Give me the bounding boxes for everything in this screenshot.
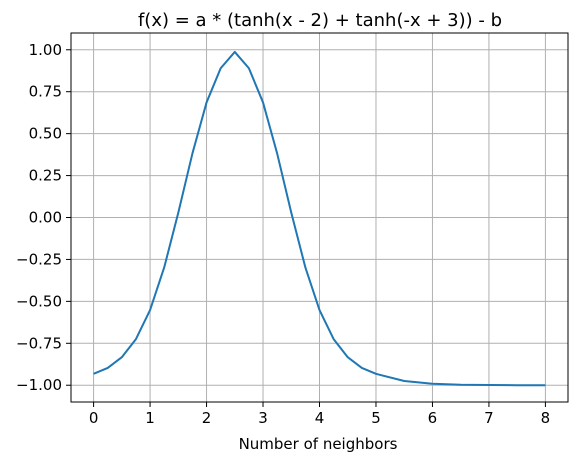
- x-axis-label: Number of neighbors: [239, 435, 398, 453]
- y-tick-label-5: 0.25: [29, 167, 62, 185]
- x-tick-label-2: 2: [202, 409, 212, 427]
- x-tick-label-0: 0: [89, 409, 99, 427]
- x-ticks: 0 1 2 3 4 5 6 7 8: [89, 402, 550, 427]
- y-tick-label-1: −0.75: [16, 334, 62, 352]
- x-tick-label-8: 8: [541, 409, 551, 427]
- y-tick-label-0: −1.00: [16, 376, 62, 394]
- x-tick-label-4: 4: [315, 409, 325, 427]
- x-tick-label-7: 7: [484, 409, 494, 427]
- y-tick-label-8: 1.00: [29, 41, 62, 59]
- chart-title: f(x) = a * (tanh(x - 2) + tanh(-x + 3)) …: [138, 10, 502, 31]
- x-tick-label-5: 5: [371, 409, 381, 427]
- x-tick-label-3: 3: [258, 409, 268, 427]
- series: [93, 50, 546, 387]
- y-tick-label-4: 0.00: [29, 209, 62, 227]
- x-tick-label-6: 6: [428, 409, 438, 427]
- x-tick-label-1: 1: [145, 409, 155, 427]
- series-line-0: [93, 50, 546, 387]
- y-ticks: −1.00 −0.75 −0.50 −0.25 0.00 0.25 0.50 0.75 1.00: [16, 41, 71, 394]
- grid: [71, 33, 568, 402]
- y-tick-label-3: −0.25: [16, 250, 62, 268]
- y-tick-label-2: −0.50: [16, 292, 62, 310]
- y-tick-label-7: 0.75: [29, 83, 62, 101]
- y-tick-label-6: 0.50: [29, 125, 62, 143]
